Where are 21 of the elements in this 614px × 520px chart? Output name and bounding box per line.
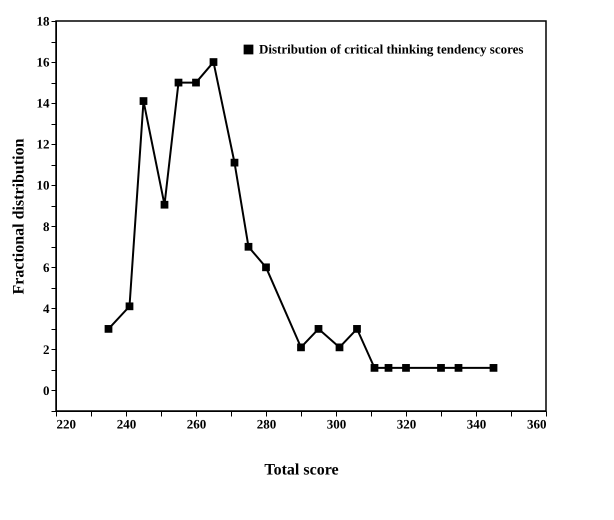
y-tick-label: 12	[36, 136, 50, 152]
x-tick-label: 360	[527, 416, 546, 432]
x-tick-label: 320	[396, 416, 416, 432]
y-tick-label: 0	[43, 382, 50, 398]
y-tick-label: 14	[36, 96, 50, 111]
y-tick-label: 8	[43, 218, 50, 234]
x-tick-label: 240	[116, 416, 136, 432]
y-axis-title: Fractional distribution	[10, 138, 28, 295]
x-tick-label: 300	[326, 416, 346, 432]
x-tick-label: 340	[466, 416, 486, 432]
x-tick-label: 260	[186, 416, 206, 432]
y-tick-label: 16	[36, 54, 50, 70]
y-tick-label: 4	[43, 300, 50, 316]
y-tick-label: 18	[36, 14, 50, 28]
x-tick-label: 220	[56, 416, 76, 432]
x-axis-title: Total score	[264, 462, 339, 478]
y-tick-label: 2	[43, 342, 50, 357]
y-tick-label: 6	[43, 260, 50, 275]
x-tick-label: 280	[256, 416, 276, 432]
legend-label: Distribution of critical thinking tendency scores	[259, 42, 524, 56]
y-tick-label: 10	[36, 178, 50, 193]
